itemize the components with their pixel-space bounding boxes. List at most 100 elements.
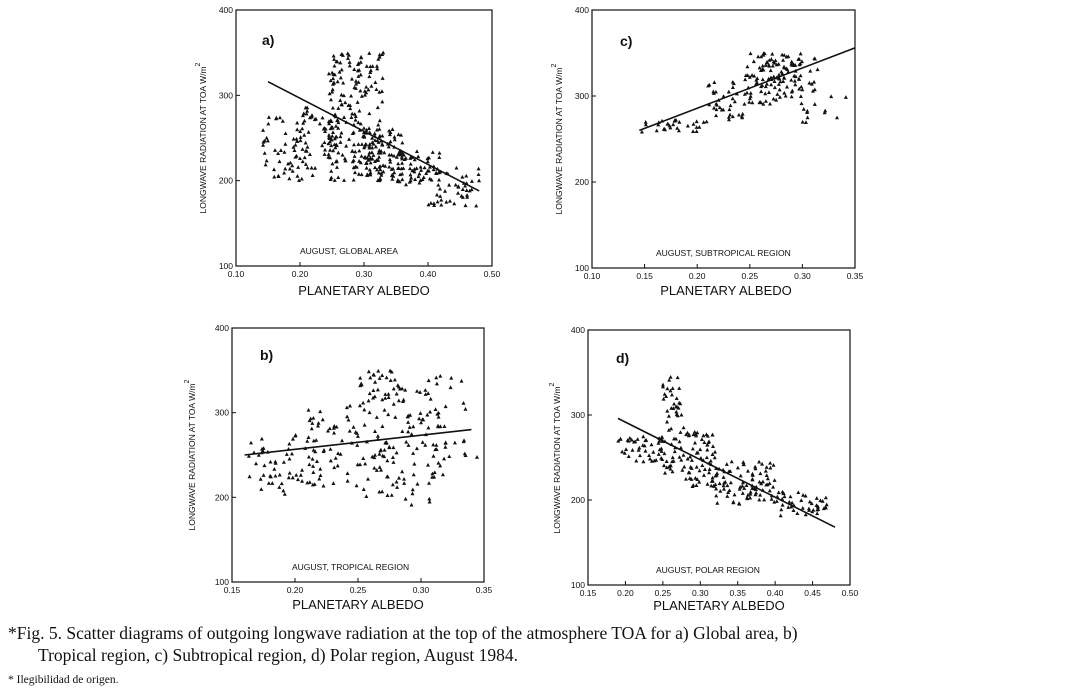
data-point: [748, 94, 753, 98]
data-point: [787, 499, 792, 504]
data-point: [712, 455, 717, 460]
data-point: [263, 162, 268, 167]
data-point: [768, 101, 773, 106]
data-point: [476, 166, 481, 171]
data-point: [438, 373, 443, 378]
data-point: [776, 490, 781, 495]
data-point: [469, 187, 474, 192]
data-point: [694, 464, 699, 469]
data-point: [798, 94, 803, 98]
x-tick-label: 0.15: [224, 585, 241, 595]
data-point: [731, 499, 736, 504]
data-point: [362, 407, 367, 412]
data-point: [770, 63, 775, 68]
data-point: [376, 122, 381, 127]
data-point: [374, 415, 379, 419]
data-point: [670, 455, 675, 460]
data-point: [310, 421, 315, 425]
data-point: [303, 140, 308, 145]
data-point: [770, 51, 775, 56]
data-point: [683, 476, 688, 481]
data-point: [726, 115, 731, 119]
data-point: [668, 388, 673, 393]
chart-c-panel-label: c): [620, 33, 632, 49]
data-point: [325, 428, 330, 433]
x-tick-label: 0.15: [636, 271, 653, 281]
chart-d-regression-line: [617, 417, 836, 528]
x-tick-label: 0.20: [689, 271, 706, 281]
data-point: [474, 203, 479, 208]
data-point: [643, 438, 648, 443]
data-point: [420, 177, 425, 182]
data-point: [295, 139, 300, 144]
data-point: [637, 445, 642, 450]
data-point: [760, 461, 765, 466]
data-point: [712, 80, 717, 84]
data-point: [344, 143, 349, 148]
data-point: [362, 145, 367, 150]
data-point: [412, 461, 417, 466]
data-point: [783, 93, 788, 98]
data-point: [448, 385, 453, 390]
data-point: [389, 493, 394, 497]
chart-b-panel-label: b): [260, 347, 273, 363]
data-point: [803, 120, 808, 125]
data-point: [370, 140, 375, 145]
data-point: [331, 426, 336, 430]
data-point: [272, 174, 277, 179]
data-point: [641, 434, 646, 439]
data-point: [721, 486, 726, 491]
data-point: [437, 150, 442, 155]
data-point: [726, 89, 731, 94]
data-point: [748, 51, 753, 56]
data-point: [380, 141, 385, 146]
data-point: [357, 148, 362, 153]
data-point: [380, 99, 385, 104]
data-point: [394, 479, 399, 484]
data-point: [369, 83, 374, 88]
data-point: [730, 79, 735, 84]
figure-canvas: 0.10 0.20 0.30 0.40 0.50 100 200 300 400 a) AUGU…: [184, 5, 864, 613]
data-point: [732, 492, 737, 497]
data-point: [772, 478, 777, 482]
data-point: [715, 500, 720, 505]
data-point: [705, 482, 710, 486]
data-point: [798, 73, 803, 78]
data-point: [321, 483, 326, 488]
data-point: [367, 74, 372, 79]
data-point: [789, 77, 794, 82]
data-point: [286, 475, 291, 480]
data-point: [744, 483, 749, 488]
data-point: [428, 201, 433, 205]
data-point: [374, 468, 379, 472]
data-point: [388, 378, 393, 383]
data-point: [353, 114, 358, 119]
data-point: [463, 203, 468, 208]
data-point: [675, 375, 680, 380]
data-point: [699, 437, 704, 441]
data-point: [322, 152, 327, 156]
data-point: [326, 133, 331, 137]
data-point: [391, 402, 396, 406]
data-point: [434, 192, 439, 197]
data-point: [338, 60, 343, 65]
data-point: [428, 409, 433, 414]
data-point: [354, 164, 359, 169]
data-point: [660, 384, 665, 389]
data-point: [391, 166, 396, 171]
data-point: [677, 455, 682, 459]
data-point: [283, 142, 288, 146]
chart-c-ylabel-sup: 2: [551, 63, 558, 67]
data-point: [382, 150, 387, 155]
x-tick-label: 0.10: [584, 271, 601, 281]
data-point: [366, 153, 371, 157]
data-point: [291, 136, 296, 141]
data-point: [425, 412, 430, 417]
data-point: [641, 459, 646, 464]
data-point: [727, 488, 732, 493]
data-point: [394, 155, 399, 159]
data-point: [309, 426, 314, 431]
data-point: [331, 481, 336, 485]
data-point: [302, 118, 307, 123]
